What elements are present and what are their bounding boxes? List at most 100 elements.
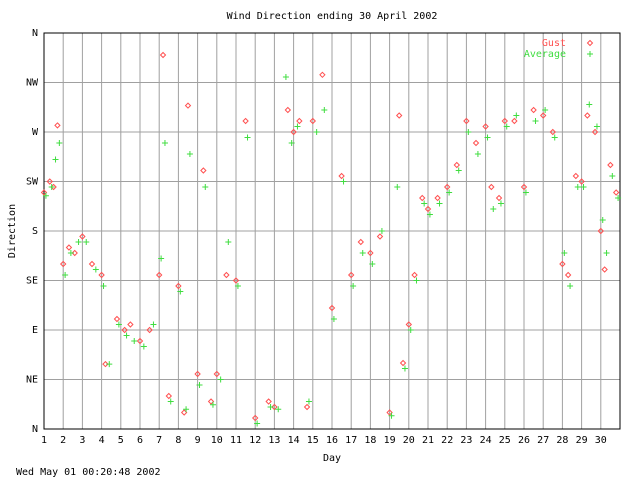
average-marker bbox=[52, 156, 59, 163]
gust-marker bbox=[146, 326, 153, 334]
average-marker bbox=[350, 283, 357, 289]
gust-marker bbox=[265, 398, 272, 405]
gust-marker bbox=[376, 233, 384, 240]
average-marker bbox=[209, 401, 216, 408]
gust-marker bbox=[367, 249, 374, 257]
average-marker bbox=[603, 250, 610, 256]
average-marker bbox=[83, 239, 90, 245]
average-marker bbox=[225, 239, 232, 245]
average-marker bbox=[42, 192, 49, 199]
gust-marker bbox=[607, 161, 614, 169]
gust-marker bbox=[511, 117, 518, 125]
gust-marker bbox=[127, 321, 134, 328]
average-marker bbox=[369, 261, 376, 267]
average-marker bbox=[586, 101, 593, 108]
average-marker bbox=[378, 228, 385, 234]
x-tick-label: 24 bbox=[480, 435, 492, 446]
x-tick-label: 17 bbox=[345, 435, 357, 446]
y-tick-label: S bbox=[32, 226, 38, 237]
legend-label: Average bbox=[524, 49, 566, 60]
gust-marker bbox=[113, 315, 121, 323]
x-tick-label: 6 bbox=[137, 435, 143, 446]
gust-marker bbox=[98, 271, 105, 279]
gust-marker bbox=[319, 71, 326, 79]
gust-marker bbox=[271, 403, 278, 411]
gust-marker bbox=[495, 194, 503, 202]
average-marker bbox=[167, 398, 174, 405]
gust-marker bbox=[242, 117, 249, 125]
gust-marker bbox=[65, 244, 73, 251]
average-marker bbox=[106, 361, 113, 368]
gust-marker bbox=[488, 183, 495, 191]
average-marker bbox=[294, 123, 301, 130]
average-marker bbox=[56, 140, 63, 146]
gust-marker bbox=[223, 271, 230, 279]
average-marker bbox=[123, 332, 130, 339]
gust-marker bbox=[232, 277, 240, 284]
y-tick-label: N bbox=[32, 424, 38, 435]
average-marker bbox=[48, 184, 55, 190]
gust-marker bbox=[443, 183, 451, 191]
y-tick-label: E bbox=[32, 325, 38, 336]
gust-marker bbox=[578, 178, 585, 185]
gust-marker bbox=[328, 304, 336, 312]
y-tick-label: SW bbox=[26, 177, 39, 188]
average-marker bbox=[234, 283, 241, 289]
gust-marker bbox=[539, 112, 547, 119]
average-marker bbox=[282, 74, 289, 80]
average-marker bbox=[474, 151, 481, 157]
average-marker bbox=[92, 266, 99, 273]
gust-marker bbox=[59, 260, 67, 268]
x-tick-label: 8 bbox=[175, 435, 181, 446]
gust-marker bbox=[501, 117, 509, 125]
x-tick-label: 9 bbox=[195, 435, 201, 446]
average-marker bbox=[183, 406, 190, 413]
average-marker bbox=[186, 151, 193, 157]
average-marker bbox=[359, 250, 366, 256]
average-marker bbox=[542, 107, 549, 113]
average-marker bbox=[196, 382, 203, 388]
gust-marker bbox=[586, 39, 594, 47]
gust-marker bbox=[597, 227, 605, 235]
gust-marker bbox=[213, 370, 221, 378]
average-marker bbox=[401, 365, 408, 372]
average-marker bbox=[580, 184, 587, 190]
gust-marker bbox=[559, 260, 566, 268]
gust-marker bbox=[399, 359, 407, 367]
gust-marker bbox=[159, 51, 167, 59]
average-marker bbox=[587, 51, 593, 57]
average-marker bbox=[177, 288, 184, 295]
average-marker bbox=[267, 404, 274, 410]
gust-marker bbox=[46, 178, 53, 185]
average-marker bbox=[158, 255, 165, 262]
x-tick-label: 29 bbox=[576, 435, 588, 446]
gust-marker bbox=[463, 117, 470, 125]
average-marker bbox=[503, 123, 510, 130]
average-marker bbox=[388, 412, 395, 419]
gust-marker bbox=[472, 139, 480, 147]
average-marker bbox=[254, 420, 261, 427]
x-tick-label: 30 bbox=[595, 435, 607, 446]
x-tick-label: 23 bbox=[460, 435, 472, 446]
average-marker bbox=[244, 134, 251, 141]
x-tick-label: 13 bbox=[268, 435, 280, 446]
x-tick-label: 4 bbox=[99, 435, 105, 446]
average-marker bbox=[599, 217, 606, 223]
gust-marker bbox=[530, 106, 537, 114]
gust-marker bbox=[136, 337, 144, 345]
average-marker bbox=[321, 107, 328, 113]
gust-marker bbox=[165, 392, 173, 400]
gust-marker bbox=[572, 172, 580, 180]
gust-marker bbox=[584, 112, 591, 119]
average-marker bbox=[217, 376, 224, 383]
average-marker bbox=[407, 327, 414, 333]
gust-marker bbox=[207, 398, 215, 405]
gust-marker bbox=[549, 128, 557, 136]
average-marker bbox=[140, 343, 147, 350]
x-tick-label: 10 bbox=[211, 435, 223, 446]
average-marker bbox=[313, 129, 320, 135]
y-tick-label: SE bbox=[26, 276, 38, 287]
x-tick-label: 22 bbox=[441, 435, 453, 446]
